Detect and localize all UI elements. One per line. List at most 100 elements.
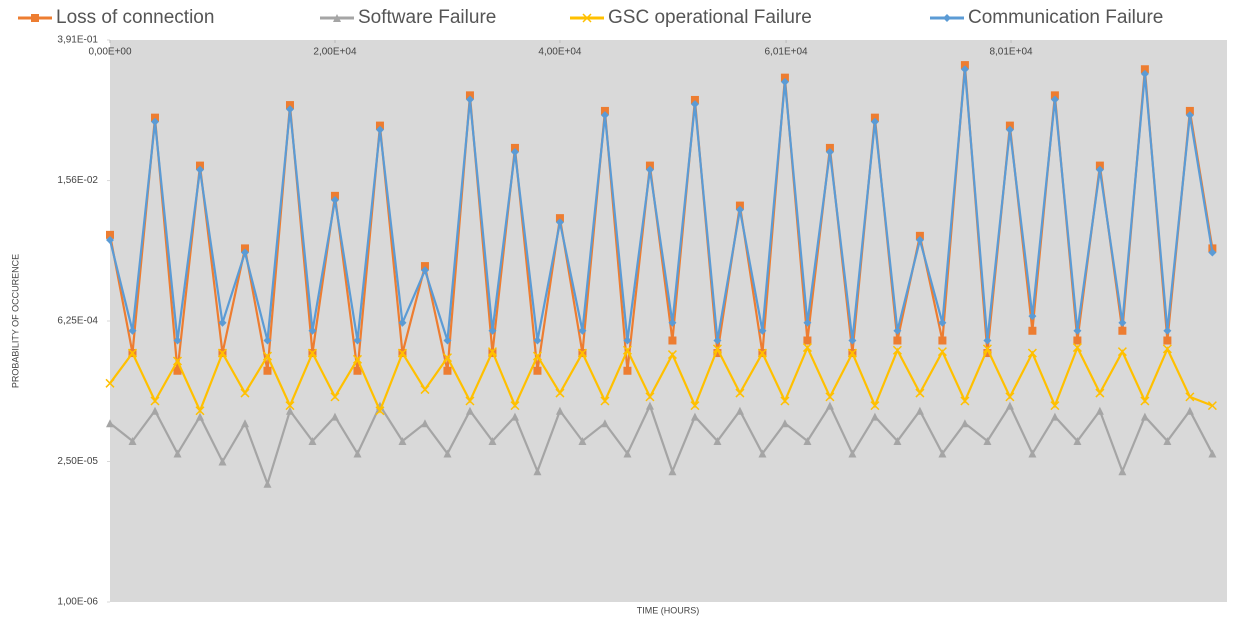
marker (780, 73, 789, 82)
marker (645, 161, 654, 170)
marker (127, 348, 138, 358)
marker (330, 412, 339, 421)
marker (398, 436, 407, 445)
y-tick-label: 1,56E-02 (57, 175, 98, 186)
marker (555, 406, 564, 415)
marker (915, 236, 924, 245)
marker (1028, 449, 1037, 458)
marker (1208, 248, 1217, 257)
marker (330, 191, 339, 200)
marker (937, 347, 947, 357)
marker (443, 366, 452, 375)
marker (488, 436, 497, 445)
marker (173, 336, 182, 345)
marker (758, 326, 767, 335)
marker (667, 350, 677, 360)
marker (1207, 401, 1217, 411)
marker (308, 436, 317, 445)
marker (668, 318, 677, 327)
x-tick-label: 8,01E+04 (989, 47, 1033, 58)
marker (1050, 412, 1059, 421)
series-line (109, 344, 1213, 414)
marker (150, 396, 160, 406)
marker (308, 326, 317, 335)
marker (713, 436, 722, 445)
x-tick-label: 0,00E+00 (88, 47, 132, 58)
marker (443, 336, 452, 345)
marker (690, 95, 699, 104)
marker (195, 406, 205, 416)
marker (488, 326, 497, 335)
marker (622, 345, 632, 355)
marker (757, 348, 767, 358)
marker (1095, 406, 1104, 415)
marker (150, 113, 159, 122)
marker (150, 406, 159, 415)
marker (848, 449, 857, 458)
marker (1118, 326, 1127, 335)
marker (668, 467, 677, 476)
marker (893, 336, 902, 345)
marker (960, 419, 969, 428)
marker (172, 356, 183, 366)
marker (353, 336, 362, 345)
marker (218, 457, 227, 466)
marker (555, 218, 564, 227)
marker (1073, 326, 1082, 335)
marker (105, 378, 115, 388)
marker (735, 388, 745, 398)
marker (758, 449, 767, 458)
marker (600, 111, 609, 120)
marker (870, 401, 880, 411)
marker (623, 336, 632, 345)
marker (600, 419, 609, 428)
marker (263, 479, 272, 488)
marker (330, 196, 339, 205)
marker (1185, 111, 1194, 120)
marker (577, 348, 587, 358)
marker (960, 396, 970, 406)
marker (285, 105, 294, 114)
marker (1028, 312, 1037, 321)
marker (870, 117, 879, 126)
marker (1163, 326, 1172, 335)
marker (106, 230, 114, 239)
marker (375, 125, 384, 134)
marker (352, 354, 363, 364)
marker (825, 392, 835, 402)
marker (802, 343, 812, 353)
marker (1163, 336, 1172, 345)
marker (1095, 161, 1104, 170)
marker (1118, 467, 1127, 476)
marker (285, 401, 295, 411)
marker (847, 348, 857, 358)
marker (398, 318, 407, 327)
legend-label: Communication Failure (968, 7, 1163, 28)
marker (353, 366, 362, 375)
marker (780, 419, 789, 428)
marker (510, 401, 520, 411)
marker (983, 436, 992, 445)
marker (825, 143, 834, 152)
marker (1028, 326, 1037, 335)
marker (1005, 125, 1014, 134)
marker (150, 117, 159, 126)
marker (1140, 65, 1149, 74)
marker (803, 436, 812, 445)
marker (555, 388, 565, 398)
marker (532, 351, 542, 361)
marker (735, 406, 744, 415)
marker (870, 412, 879, 421)
marker (262, 351, 273, 361)
marker (1005, 121, 1014, 130)
marker (1140, 396, 1150, 406)
plot-area (110, 40, 1227, 602)
marker (1050, 95, 1059, 104)
marker (848, 336, 857, 345)
marker (600, 396, 610, 406)
marker (510, 148, 519, 157)
marker (487, 347, 497, 357)
legend-label: Software Failure (358, 7, 496, 28)
marker (1095, 388, 1105, 398)
